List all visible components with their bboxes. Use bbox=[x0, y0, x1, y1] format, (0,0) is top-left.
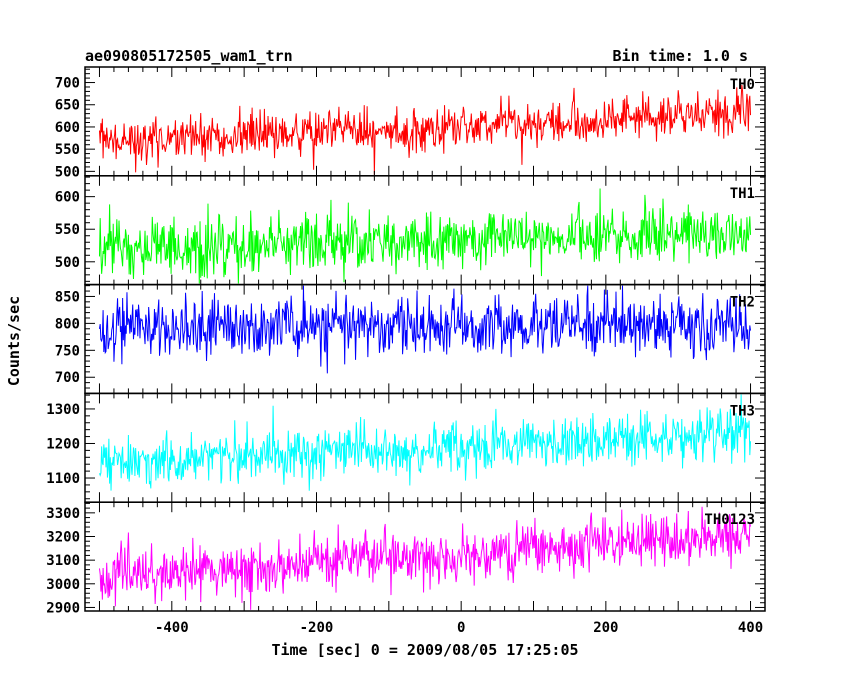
panels-layer: 500 550 600 650 700 TH0 500 550 600 TH1 700 750 800 8… bbox=[46, 66, 766, 636]
panel-th3: 1100 1200 1300 TH3 bbox=[46, 392, 766, 503]
y-tick-label: 600 bbox=[55, 120, 80, 136]
series-line-th0123 bbox=[98, 506, 752, 610]
y-tick-label: 550 bbox=[55, 142, 80, 158]
panel-th2: 700 750 800 850 TH2 bbox=[55, 283, 766, 395]
panel-label-th2: TH2 bbox=[730, 295, 755, 311]
y-tick-label: 1300 bbox=[46, 402, 80, 418]
x-tick-label: 0 bbox=[457, 620, 465, 636]
y-tick-label: 1200 bbox=[46, 436, 80, 452]
x-tick-label: -400 bbox=[155, 620, 189, 636]
chart-title-left: ae090805172505_wam1_trn bbox=[85, 47, 293, 65]
y-tick-label: 1100 bbox=[46, 471, 80, 487]
y-tick-label: 500 bbox=[55, 255, 80, 271]
series-line-th3 bbox=[98, 394, 752, 491]
x-tick-label: -200 bbox=[300, 620, 334, 636]
y-tick-label: 800 bbox=[55, 316, 80, 332]
y-tick-label: 3300 bbox=[46, 506, 80, 522]
y-axis-label: Counts/sec bbox=[5, 296, 23, 386]
series-line-th1 bbox=[98, 188, 752, 284]
panel-th0123: 2900 3000 3100 3200 3300 TH0123 bbox=[46, 501, 766, 616]
chart-title-right: Bin time: 1.0 s bbox=[613, 47, 748, 65]
y-tick-label: 3000 bbox=[46, 577, 80, 593]
series-line-th2 bbox=[98, 285, 752, 374]
series-line-th0 bbox=[98, 84, 752, 175]
y-tick-label: 700 bbox=[55, 76, 80, 92]
panel-frame bbox=[84, 501, 766, 612]
y-tick-label: 750 bbox=[55, 343, 80, 359]
y-tick-label: 850 bbox=[55, 289, 80, 305]
panel-th1: 500 550 600 TH1 bbox=[55, 175, 766, 286]
x-axis-ticklabels: -400 -200 0 200 400 bbox=[155, 620, 763, 636]
y-tick-label: 700 bbox=[55, 370, 80, 386]
panel-label-th0123: TH0123 bbox=[704, 512, 755, 528]
panel-label-th3: TH3 bbox=[730, 403, 755, 419]
panel-th0: 500 550 600 650 700 TH0 bbox=[55, 66, 766, 180]
panel-frame bbox=[84, 175, 766, 286]
x-tick-label: 400 bbox=[738, 620, 763, 636]
y-tick-label: 650 bbox=[55, 98, 80, 114]
y-tick-label: 500 bbox=[55, 164, 80, 180]
y-tick-label: 550 bbox=[55, 222, 80, 238]
panel-label-th0: TH0 bbox=[730, 77, 755, 93]
y-tick-label: 3200 bbox=[46, 529, 80, 545]
x-tick-label: 200 bbox=[593, 620, 618, 636]
y-tick-label: 3100 bbox=[46, 553, 80, 569]
y-tick-label: 600 bbox=[55, 190, 80, 206]
y-tick-label: 2900 bbox=[46, 600, 80, 616]
panel-label-th1: TH1 bbox=[730, 186, 755, 202]
x-axis-label: Time [sec] 0 = 2009/08/05 17:25:05 bbox=[271, 641, 578, 659]
